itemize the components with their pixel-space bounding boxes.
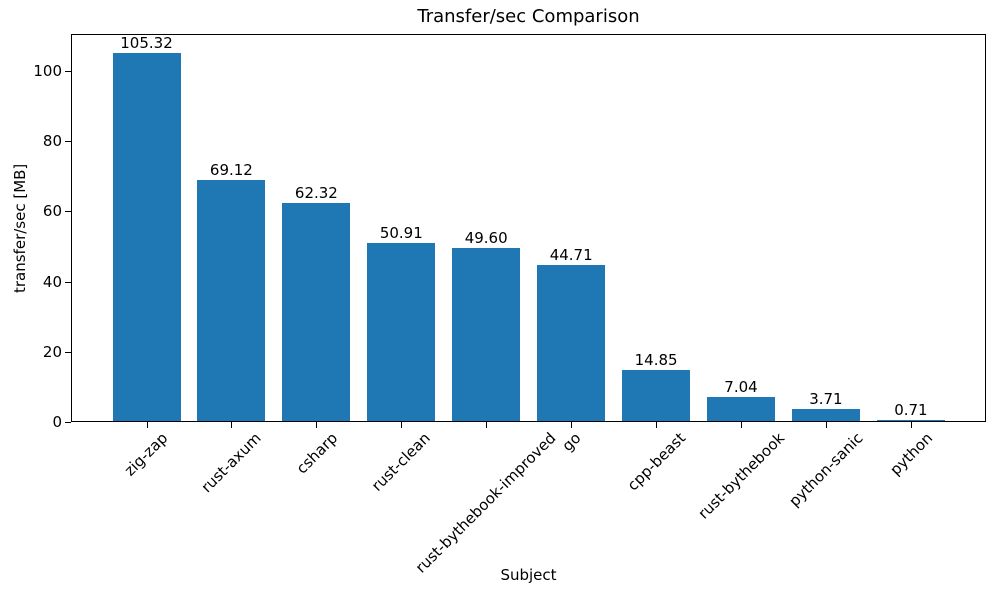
x-tick-label: python (886, 429, 937, 479)
bar (876, 419, 945, 421)
x-tick-label: zig-zap (120, 429, 172, 480)
bar-value-label: 50.91 (379, 224, 423, 243)
x-tick-label: rust-clean (368, 429, 435, 495)
y-tick-label: 60 (42, 202, 62, 220)
y-tick-label: 40 (42, 273, 62, 291)
y-axis-tick (65, 282, 71, 283)
x-axis-tick (571, 422, 572, 428)
x-axis-tick (486, 422, 487, 428)
bar-value-label: 49.60 (464, 229, 508, 247)
bar (282, 203, 351, 421)
x-axis-tick (316, 422, 317, 428)
y-tick-label: 100 (33, 62, 62, 80)
x-tick-label: python-sanic (785, 429, 867, 511)
bar-value-label: 14.85 (634, 350, 678, 369)
bar (707, 397, 775, 421)
bar-value-label: 0.71 (894, 400, 928, 419)
bar-value-label: 7.04 (724, 378, 758, 397)
x-axis-tick (401, 422, 402, 428)
y-axis-tick (65, 422, 71, 423)
y-tick-label: 0 (52, 413, 62, 431)
x-axis-tick (231, 422, 232, 428)
bar-value-label: 3.71 (809, 390, 843, 408)
bar (452, 248, 521, 421)
y-axis-tick (65, 211, 71, 212)
bar (112, 52, 181, 421)
bar-value-label: 44.71 (549, 246, 593, 265)
chart-title: Transfer/sec Comparison (417, 6, 640, 27)
bar (791, 409, 860, 421)
y-axis-tick (65, 141, 71, 142)
bar (197, 179, 266, 421)
x-tick-label: rust-bythebook (694, 429, 789, 523)
x-axis-tick (826, 422, 827, 428)
bar-value-label: 69.12 (209, 160, 253, 179)
y-axis-tick (65, 71, 71, 72)
bar (367, 243, 436, 421)
x-tick-label: rust-bythebook-improved (412, 429, 560, 577)
bar-value-label: 62.32 (294, 184, 338, 203)
bar (622, 369, 691, 421)
y-tick-label: 80 (42, 132, 62, 150)
x-axis-label: Subject (500, 566, 557, 584)
x-tick-label: cpp-beast (623, 429, 689, 495)
x-tick-label: go (557, 429, 584, 455)
x-axis-tick (741, 422, 742, 428)
x-axis-tick (147, 422, 148, 428)
y-axis-tick (65, 352, 71, 353)
bar-value-label: 105.32 (120, 33, 173, 52)
y-tick-label: 20 (42, 343, 62, 361)
x-tick-label: csharp (292, 429, 341, 478)
x-axis-tick (911, 422, 912, 428)
x-tick-label: rust-axum (197, 429, 266, 497)
x-axis-tick (656, 422, 657, 428)
bar (537, 265, 606, 421)
